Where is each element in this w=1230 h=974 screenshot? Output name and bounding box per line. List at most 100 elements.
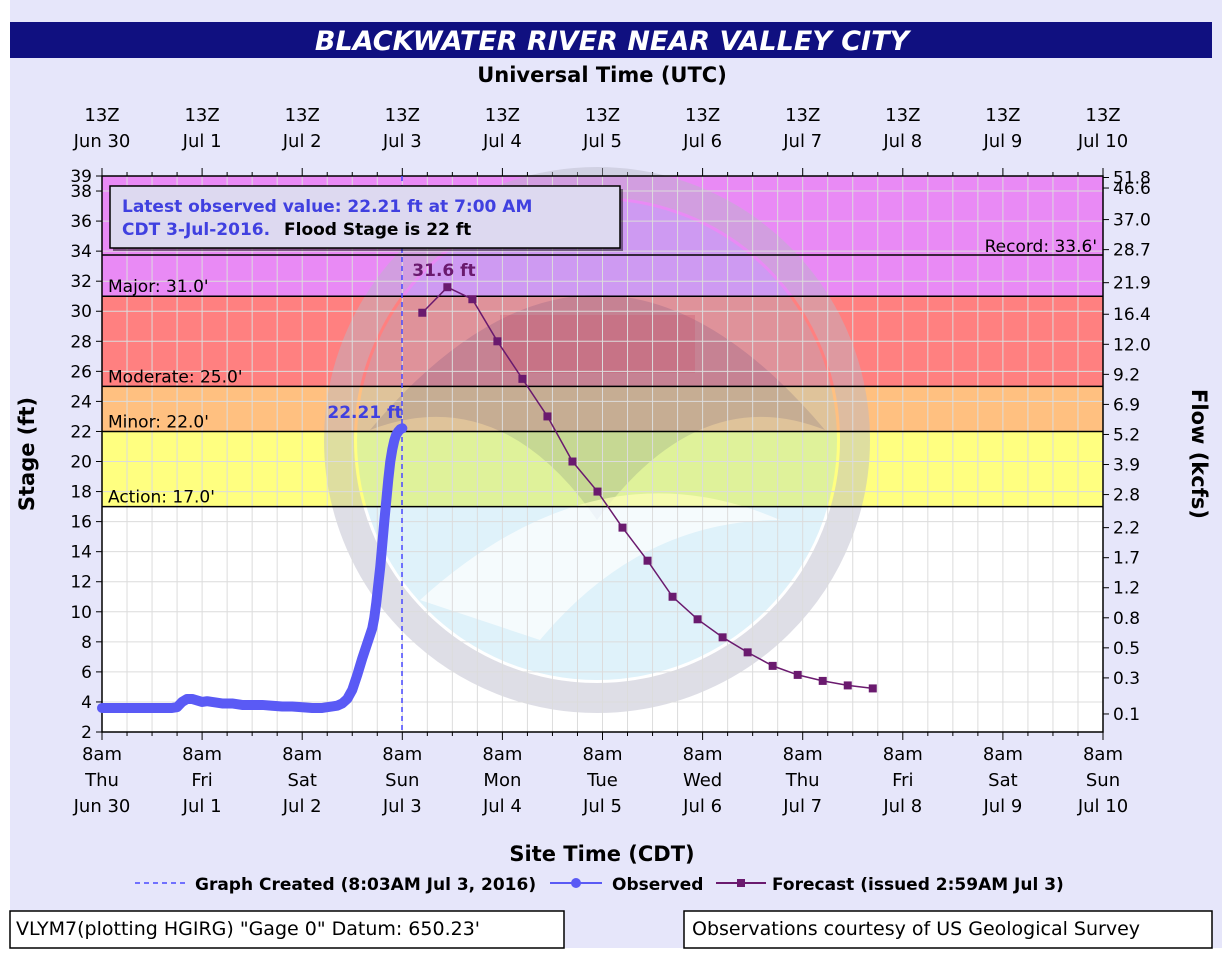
bottom-tick-day: Mon (483, 770, 521, 791)
footer-right-text: Observations courtesy of US Geological S… (692, 918, 1141, 940)
observed-point (377, 539, 387, 549)
flood-label-action: Action: 17.0' (108, 488, 215, 508)
flood-stage-lines (102, 295, 1103, 508)
latest-observed-box: Latest observed value: 22.21 ft at 7:00 … (109, 185, 623, 251)
forecast-point (768, 661, 777, 670)
observed-point (257, 700, 267, 710)
bottom-tick-day: Sun (385, 770, 419, 791)
bottom-tick-time: 8am (783, 744, 823, 765)
flow-tick-label: 6.9 (1113, 395, 1140, 415)
bottom-tick-time: 8am (883, 744, 923, 765)
stage-tick-label: 36 (70, 212, 92, 232)
flow-tick-label: 0.8 (1113, 609, 1140, 629)
bottom-tick-date: Jul 5 (582, 796, 622, 817)
observed-point (352, 670, 362, 680)
stage-tick-label: 10 (70, 603, 92, 623)
observed-point (381, 496, 391, 506)
top-tick-time: 13Z (84, 105, 119, 126)
bottom-tick-day: Sat (287, 770, 317, 791)
title-bar (10, 22, 1212, 58)
stage-tick-label: 20 (70, 453, 92, 473)
flow-tick-label: 12.0 (1113, 335, 1151, 355)
observed-point (117, 703, 127, 713)
stage-tick-label: 32 (70, 272, 92, 292)
legend-forecast-label: Forecast (issued 2:59AM Jul 3) (772, 875, 1064, 895)
record-label: Record: 33.6' (985, 237, 1097, 257)
forecast-point (693, 615, 702, 624)
observed-point (397, 423, 407, 433)
forecast-point (468, 295, 477, 304)
grid-lines (101, 175, 1104, 733)
forecast-point (643, 556, 652, 565)
bottom-tick-date: Jul 6 (682, 796, 722, 817)
top-tick-date: Jun 30 (73, 131, 131, 152)
bottom-tick-day: Thu (84, 770, 119, 791)
y2-axis-label: Flow (kcfs) (1187, 389, 1211, 519)
observed-point (369, 613, 379, 623)
forecast-point (568, 457, 577, 466)
bottom-tick-time: 8am (382, 744, 422, 765)
observed-point (227, 698, 237, 708)
observed-point (385, 457, 395, 467)
flood-stage-labels: Action: 17.0' Minor: 22.0' Moderate: 25.0'… (108, 277, 243, 507)
stage-tick-label: 4 (81, 693, 92, 713)
flow-tick-label: 46.6 (1113, 179, 1151, 199)
observed-point (373, 580, 383, 590)
top-tick-date: Jul 10 (1077, 131, 1128, 152)
flow-tick-label: 1.2 (1113, 579, 1140, 599)
bottom-tick-time: 8am (683, 744, 723, 765)
crest-label: 31.6 ft (412, 261, 475, 281)
legend-observed-label: Observed (612, 875, 703, 895)
observed-point (347, 685, 357, 695)
top-tick-date: Jul 6 (682, 131, 722, 152)
flow-tick-label: 37.0 (1113, 211, 1151, 231)
bottom-tick-day: Thu (785, 770, 820, 791)
latest-value-label: 22.21 ft (327, 403, 402, 423)
flow-tick-label: 9.2 (1113, 365, 1140, 385)
top-tick-time: 13Z (685, 105, 720, 126)
top-tick-time: 13Z (785, 105, 820, 126)
top-tick-time: 13Z (585, 105, 620, 126)
observed-point (97, 703, 107, 713)
flood-label-major: Major: 31.0' (108, 277, 209, 297)
legend-forecast-marker (737, 879, 745, 887)
bottom-tick-day: Sat (988, 770, 1018, 791)
top-tick-date: Jul 8 (882, 131, 922, 152)
bottom-tick-time: 8am (1083, 744, 1123, 765)
observed-point (342, 694, 352, 704)
top-tick-date: Jul 1 (182, 131, 222, 152)
stage-tick-label: 28 (70, 332, 92, 352)
top-tick-date: Jul 5 (582, 131, 622, 152)
flow-tick-label: 3.9 (1113, 456, 1140, 476)
latest-box-line2: CDT 3-Jul-2016. Flood Stage is 22 ft (122, 220, 471, 240)
observed-point (317, 703, 327, 713)
top-tick-time: 13Z (285, 105, 320, 126)
bottom-axis-tick-labels: 8am Thu Jun 30 8am Fri Jul 1 8am Sat Jul 2 8am Sun… (73, 732, 1128, 817)
top-tick-date: Jul 7 (782, 131, 822, 152)
stage-tick-label: 30 (70, 302, 92, 322)
observed-point (207, 697, 217, 707)
forecast-series (418, 283, 877, 693)
bottom-tick-date: Jul 10 (1077, 796, 1128, 817)
observed-point (107, 703, 117, 713)
observed-point (237, 700, 247, 710)
stage-tick-label: 14 (70, 543, 92, 563)
bottom-tick-date: Jul 3 (382, 796, 422, 817)
legend-graph-created-label: Graph Created (8:03AM Jul 3, 2016) (195, 875, 536, 895)
flow-tick-label: 2.8 (1113, 486, 1140, 506)
stage-tick-label: 24 (70, 392, 92, 412)
top-axis-title: Universal Time (UTC) (477, 63, 727, 87)
flow-axis-ticks: 0.1 0.3 0.5 0.8 1.2 1.7 2.2 2.8 3.9 5.2 6.9 9.2 12.0… (1103, 169, 1151, 725)
bottom-tick-time: 8am (82, 744, 122, 765)
flow-tick-label: 0.3 (1113, 669, 1140, 689)
bottom-tick-date: Jul 7 (782, 796, 822, 817)
observed-point (277, 701, 287, 711)
observed-point (127, 703, 137, 713)
top-tick-time: 13Z (485, 105, 520, 126)
observed-point (367, 623, 377, 633)
observed-point (307, 703, 317, 713)
bottom-tick-day: Tue (586, 770, 618, 791)
